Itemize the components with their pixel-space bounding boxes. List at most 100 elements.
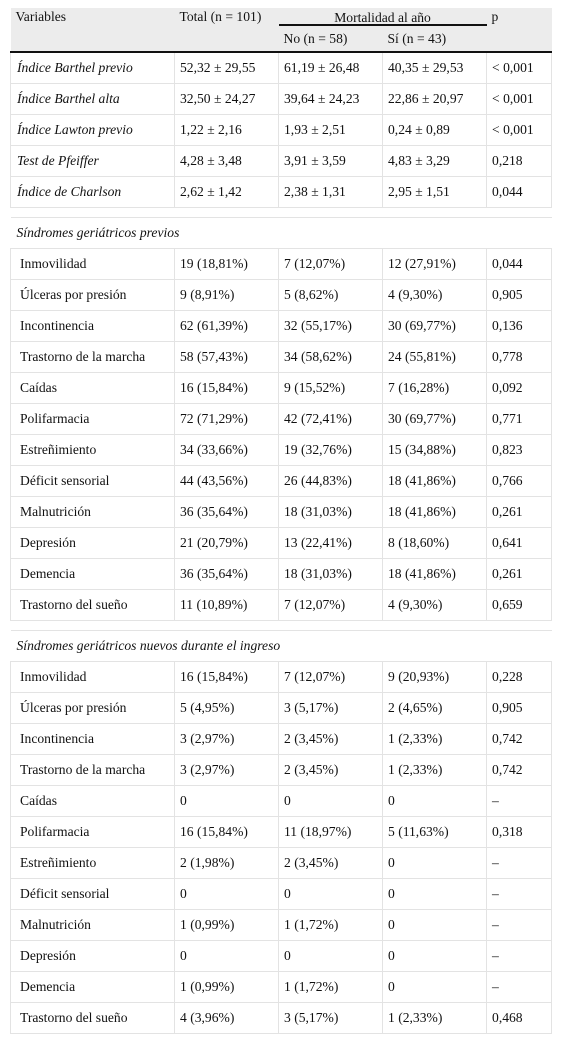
- total-cell: 9 (8,91%): [174, 279, 279, 311]
- nuevos-row: Polifarmacia 16 (15,84%) 11 (18,97%) 5 (11,…: [10, 816, 553, 848]
- variable-cell: Estreñimiento: [10, 847, 175, 879]
- p-cell: 0,771: [486, 403, 553, 435]
- si-cell: 18 (41,86%): [381, 465, 487, 497]
- variable-cell: Test de Pfeiffer: [10, 145, 175, 177]
- p-cell: 0,228: [486, 661, 553, 693]
- si-cell: 9 (20,93%): [381, 661, 487, 693]
- p-cell: 0,905: [486, 279, 553, 311]
- no-cell: 19 (32,76%): [278, 434, 383, 466]
- previos-row: Déficit sensorial 44 (43,56%) 26 (44,83%) 1…: [10, 465, 553, 497]
- spacer-row: [10, 620, 552, 631]
- variable-cell: Déficit sensorial: [10, 465, 175, 497]
- p-cell: 0,905: [486, 692, 553, 724]
- variable-cell: Trastorno del sueño: [10, 589, 175, 621]
- no-cell: 0: [278, 785, 383, 817]
- total-cell: 32,50 ± 24,27: [174, 83, 279, 115]
- total-cell: 16 (15,84%): [174, 372, 279, 404]
- variable-cell: Polifarmacia: [10, 403, 175, 435]
- header-total: Total (n = 101): [174, 8, 279, 26]
- variable-cell: Incontinencia: [10, 723, 175, 755]
- si-cell: 2,95 ± 1,51: [381, 176, 487, 208]
- variable-cell: Polifarmacia: [10, 816, 175, 848]
- spacer-row: [10, 207, 552, 218]
- p-cell: < 0,001: [486, 114, 553, 146]
- header-mortalidad: Mortalidad al año: [278, 8, 487, 26]
- si-cell: 24 (55,81%): [381, 341, 487, 373]
- header-no: No (n = 58): [278, 26, 383, 52]
- total-cell: 4,28 ± 3,48: [174, 145, 279, 177]
- no-cell: 7 (12,07%): [278, 589, 383, 621]
- p-cell: –: [486, 785, 553, 817]
- total-cell: 16 (15,84%): [174, 816, 279, 848]
- previos-row: Malnutrición 36 (35,64%) 18 (31,03%) 18 (41…: [10, 496, 553, 528]
- variable-cell: Trastorno de la marcha: [10, 754, 175, 786]
- header-variables: Variables: [10, 8, 175, 26]
- si-cell: 8 (18,60%): [381, 527, 487, 559]
- index-row: Índice Barthel previo 52,32 ± 29,55 61,19 …: [10, 52, 553, 84]
- total-cell: 2,62 ± 1,42: [174, 176, 279, 208]
- total-cell: 52,32 ± 29,55: [174, 52, 279, 84]
- no-cell: 18 (31,03%): [278, 496, 383, 528]
- total-cell: 0: [174, 878, 279, 910]
- total-cell: 3 (2,97%): [174, 723, 279, 755]
- total-cell: 58 (57,43%): [174, 341, 279, 373]
- p-cell: –: [486, 847, 553, 879]
- table-body: Índice Barthel previo 52,32 ± 29,55 61,19 …: [10, 52, 553, 1034]
- variable-cell: Úlceras por presión: [10, 692, 175, 724]
- no-cell: 13 (22,41%): [278, 527, 383, 559]
- total-cell: 1 (0,99%): [174, 971, 279, 1003]
- no-cell: 61,19 ± 26,48: [278, 52, 383, 84]
- section-title-previos-row: Síndromes geriátricos previos: [10, 217, 552, 249]
- p-cell: < 0,001: [486, 52, 553, 84]
- index-row: Índice de Charlson 2,62 ± 1,42 2,38 ± 1,31…: [10, 176, 553, 208]
- si-cell: 0: [381, 785, 487, 817]
- si-cell: 1 (2,33%): [381, 1002, 487, 1034]
- total-cell: 19 (18,81%): [174, 248, 279, 280]
- si-cell: 0: [381, 971, 487, 1003]
- si-cell: 0: [381, 909, 487, 941]
- total-cell: 34 (33,66%): [174, 434, 279, 466]
- p-cell: 0,766: [486, 465, 553, 497]
- total-cell: 2 (1,98%): [174, 847, 279, 879]
- section-title-previos: Síndromes geriátricos previos: [10, 217, 552, 249]
- variable-cell: Incontinencia: [10, 310, 175, 342]
- si-cell: 7 (16,28%): [381, 372, 487, 404]
- no-cell: 7 (12,07%): [278, 248, 383, 280]
- header-mortalidad-label: Mortalidad al año: [334, 10, 431, 25]
- total-cell: 16 (15,84%): [174, 661, 279, 693]
- p-cell: 0,468: [486, 1002, 553, 1034]
- previos-row: Trastorno de la marcha 58 (57,43%) 34 (58,…: [10, 341, 553, 373]
- variable-cell: Déficit sensorial: [10, 878, 175, 910]
- header-blank-3: [486, 26, 552, 52]
- index-row: Índice Barthel alta 32,50 ± 24,27 39,64 ± …: [10, 83, 553, 115]
- no-cell: 11 (18,97%): [278, 816, 383, 848]
- total-cell: 4 (3,96%): [174, 1002, 279, 1034]
- variable-cell: Depresión: [10, 527, 175, 559]
- variable-cell: Caídas: [10, 372, 175, 404]
- no-cell: 42 (72,41%): [278, 403, 383, 435]
- si-cell: 0,24 ± 0,89: [381, 114, 487, 146]
- header-p: p: [486, 8, 552, 26]
- p-cell: 0,823: [486, 434, 553, 466]
- nuevos-row: Incontinencia 3 (2,97%) 2 (3,45%) 1 (2,33%)…: [10, 723, 553, 755]
- p-cell: 0,641: [486, 527, 553, 559]
- p-cell: –: [486, 940, 553, 972]
- total-cell: 11 (10,89%): [174, 589, 279, 621]
- nuevos-row: Úlceras por presión 5 (4,95%) 3 (5,17%) 2 (…: [10, 692, 553, 724]
- no-cell: 2 (3,45%): [278, 847, 383, 879]
- total-cell: 72 (71,29%): [174, 403, 279, 435]
- p-cell: 0,092: [486, 372, 553, 404]
- variable-cell: Malnutrición: [10, 496, 175, 528]
- variable-cell: Índice Barthel alta: [10, 83, 175, 115]
- section-title-nuevos-row: Síndromes geriátricos nuevos durante el …: [10, 630, 552, 662]
- no-cell: 1 (1,72%): [278, 971, 383, 1003]
- previos-row: Estreñimiento 34 (33,66%) 19 (32,76%) 15 (3…: [10, 434, 553, 466]
- no-cell: 26 (44,83%): [278, 465, 383, 497]
- spacer-cell: [10, 207, 552, 218]
- variable-cell: Caídas: [10, 785, 175, 817]
- no-cell: 9 (15,52%): [278, 372, 383, 404]
- total-cell: 44 (43,56%): [174, 465, 279, 497]
- si-cell: 15 (34,88%): [381, 434, 487, 466]
- total-cell: 21 (20,79%): [174, 527, 279, 559]
- si-cell: 18 (41,86%): [381, 496, 487, 528]
